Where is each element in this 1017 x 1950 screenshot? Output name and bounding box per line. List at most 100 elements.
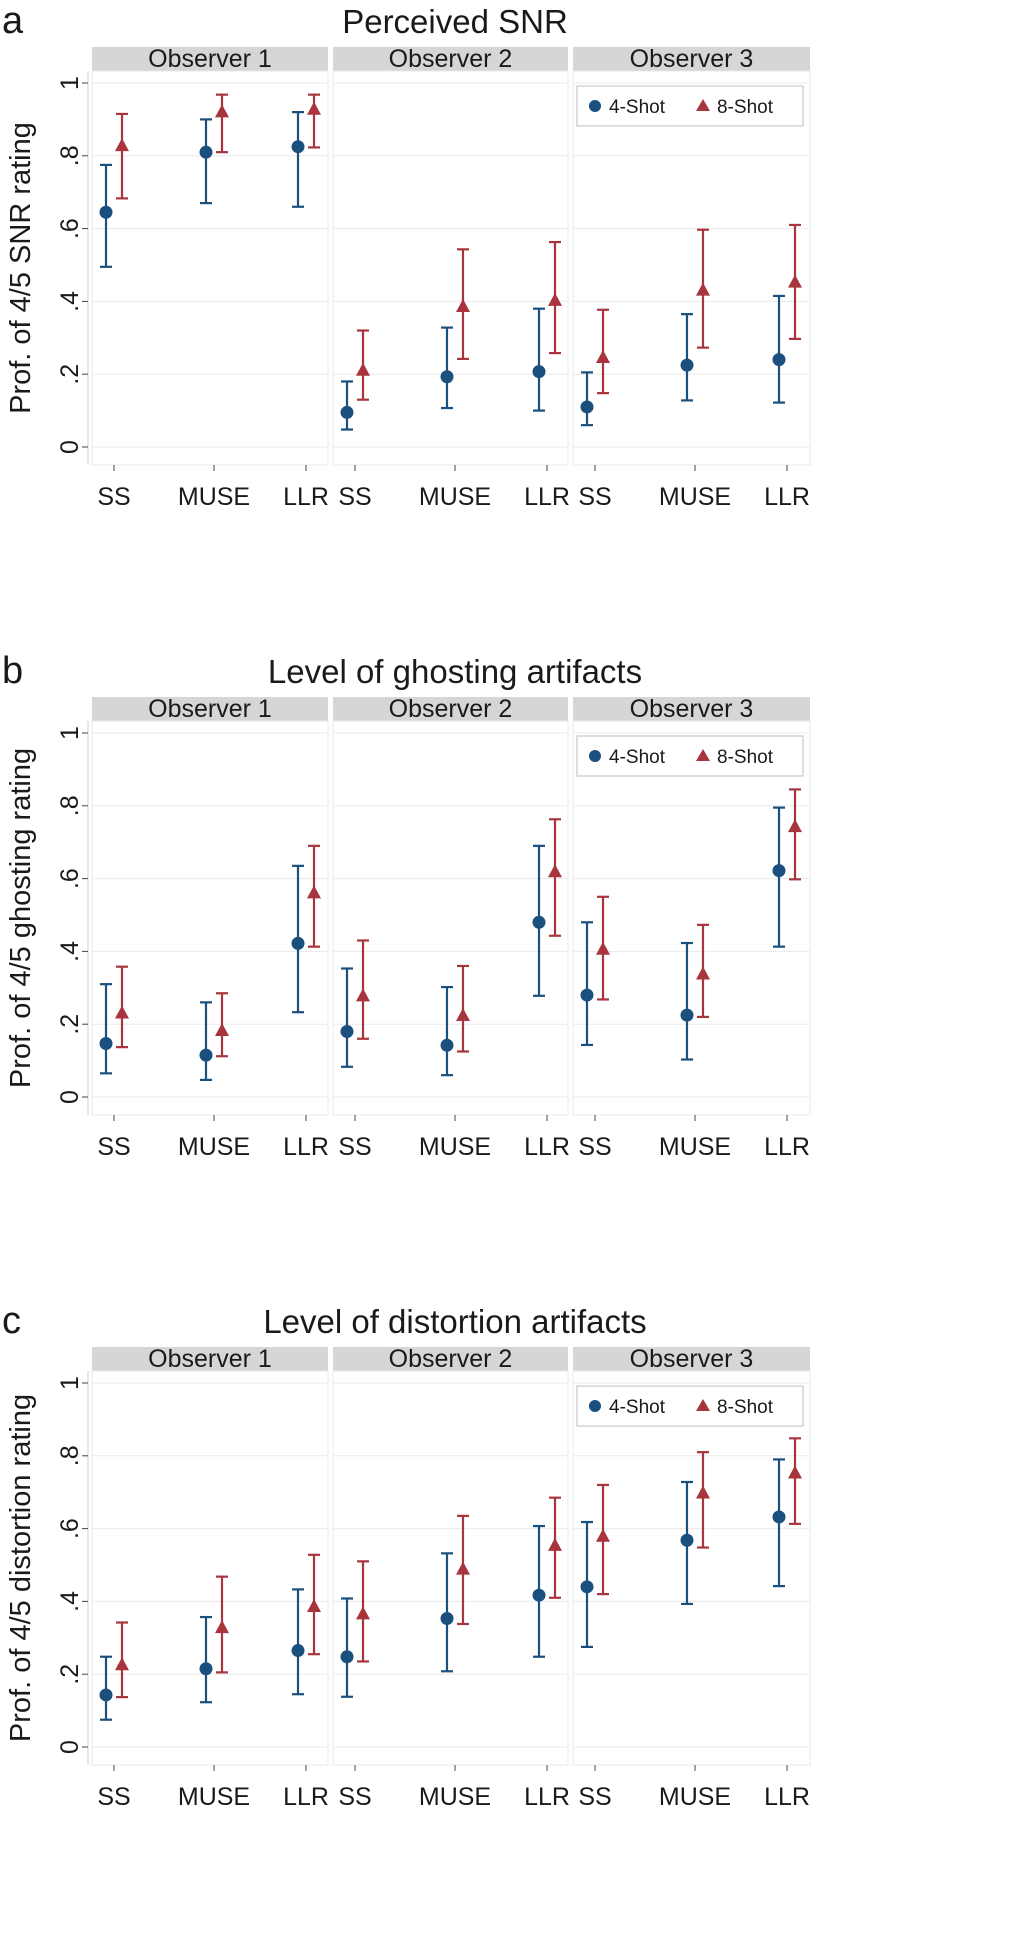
x-tick-label: SS (338, 1133, 371, 1161)
data-point-4-shot (291, 140, 305, 154)
data-point-8-shot (456, 1561, 470, 1575)
data-point-8-shot (356, 1606, 370, 1620)
data-point-4-shot (772, 353, 786, 367)
y-tick-label: .2 (56, 1014, 84, 1035)
data-point-8-shot (307, 1599, 321, 1613)
y-axis-label: Prof. of 4/5 SNR rating (5, 122, 37, 414)
data-point-4-shot (532, 1588, 546, 1602)
legend-label-4-shot: 4-Shot (609, 1397, 666, 1418)
x-tick-label: LLR (283, 483, 329, 511)
data-point-4-shot (99, 1688, 113, 1702)
data-point-4-shot (99, 205, 113, 219)
data-point-8-shot (788, 274, 802, 288)
plot-area (91, 720, 329, 1116)
x-tick-label: LLR (524, 1133, 570, 1161)
data-point-4-shot (532, 915, 546, 929)
panel-strip-label: Observer 1 (148, 1345, 272, 1373)
panel-observer-1: Observer 1 SS MUSE LLR (91, 695, 329, 1161)
panel-observer-2: Observer 2 SS MUSE LLR (332, 45, 570, 511)
data-point-4-shot (291, 936, 305, 950)
data-point-8-shot (356, 988, 370, 1002)
legend-label-4-shot: 4-Shot (609, 97, 666, 118)
panel-strip-label: Observer 1 (148, 45, 272, 73)
x-tick-label: LLR (764, 1783, 810, 1811)
x-tick-label: MUSE (659, 483, 731, 511)
data-point-4-shot (291, 1644, 305, 1658)
panel-strip (92, 697, 328, 721)
data-point-4-shot (680, 358, 694, 372)
panel-strip (573, 1347, 810, 1371)
data-point-8-shot (596, 1528, 610, 1542)
data-point-8-shot (456, 299, 470, 313)
legend-marker-8-shot (696, 1399, 710, 1411)
data-point-8-shot (215, 104, 229, 118)
data-point-4-shot (99, 1036, 113, 1050)
legend-label-8-shot: 8-Shot (717, 97, 774, 118)
panel-strip-label: Observer 3 (630, 695, 754, 723)
chart-a: a Perceived SNR Prof. of 4/5 SNR rating 0 .2… (2, 0, 811, 511)
x-tick-label: SS (97, 483, 130, 511)
legend: 4-Shot 8-Shot (576, 1385, 804, 1427)
panel-strip-label: Observer 2 (389, 695, 513, 723)
panel-strip-label: Observer 2 (389, 45, 513, 73)
data-point-4-shot (440, 370, 454, 384)
x-tick-label: MUSE (419, 483, 491, 511)
panel-strip (573, 697, 810, 721)
panel-strip (333, 697, 568, 721)
y-tick-label: .2 (56, 364, 84, 385)
data-point-8-shot (788, 1465, 802, 1479)
y-tick-label: .8 (56, 795, 84, 816)
x-tick-label: LLR (764, 1133, 810, 1161)
data-point-4-shot (680, 1533, 694, 1547)
x-tick-label: MUSE (178, 1133, 250, 1161)
data-point-4-shot (340, 405, 354, 419)
legend: 4-Shot 8-Shot (576, 735, 804, 777)
panel-observer-2: Observer 2 SS MUSE LLR (332, 1345, 570, 1811)
y-tick-label: 0 (56, 440, 84, 454)
plot-area (332, 1370, 569, 1766)
data-point-4-shot (199, 145, 213, 159)
data-point-8-shot (596, 350, 610, 364)
x-tick-label: SS (97, 1133, 130, 1161)
legend-label-4-shot: 4-Shot (609, 747, 666, 768)
plot-area (572, 720, 811, 1116)
panel-strip-label: Observer 1 (148, 695, 272, 723)
data-point-4-shot (340, 1024, 354, 1038)
panel-strip (333, 47, 568, 71)
x-tick-label: SS (578, 1133, 611, 1161)
y-tick-label: 1 (56, 1376, 84, 1390)
panel-strip-label: Observer 3 (630, 45, 754, 73)
panel-strip (92, 47, 328, 71)
data-point-4-shot (340, 1650, 354, 1664)
x-tick-label: MUSE (659, 1783, 731, 1811)
panel-observer-3: Observer 3 SS MUSE LLR 4-Shot 8-Shot (572, 695, 811, 1161)
x-tick-label: MUSE (178, 483, 250, 511)
data-point-4-shot (772, 1510, 786, 1524)
x-tick-label: LLR (283, 1133, 329, 1161)
x-tick-label: LLR (764, 483, 810, 511)
data-point-8-shot (356, 362, 370, 376)
chart-title: Level of ghosting artifacts (268, 653, 642, 690)
data-point-4-shot (772, 864, 786, 878)
data-point-4-shot (680, 1008, 694, 1022)
panel-observer-3: Observer 3 SS MUSE LLR 4-Shot 8-Shot (572, 45, 811, 511)
data-point-4-shot (580, 988, 594, 1002)
y-tick-label: .4 (56, 291, 84, 312)
legend-box (576, 85, 804, 127)
x-tick-label: MUSE (419, 1783, 491, 1811)
panel-strip (573, 47, 810, 71)
x-tick-label: SS (578, 483, 611, 511)
y-tick-label: .2 (56, 1664, 84, 1685)
data-point-8-shot (548, 1537, 562, 1551)
panel-strip (92, 1347, 328, 1371)
data-point-4-shot (440, 1038, 454, 1052)
legend-label-8-shot: 8-Shot (717, 747, 774, 768)
legend-box (576, 735, 804, 777)
y-axis-label: Prof. of 4/5 distortion rating (5, 1394, 37, 1742)
legend-marker-4-shot (589, 1400, 601, 1412)
data-point-8-shot (115, 1005, 129, 1019)
x-tick-label: MUSE (419, 1133, 491, 1161)
legend-label-8-shot: 8-Shot (717, 1397, 774, 1418)
legend-marker-4-shot (589, 100, 601, 112)
y-tick-label: .8 (56, 145, 84, 166)
